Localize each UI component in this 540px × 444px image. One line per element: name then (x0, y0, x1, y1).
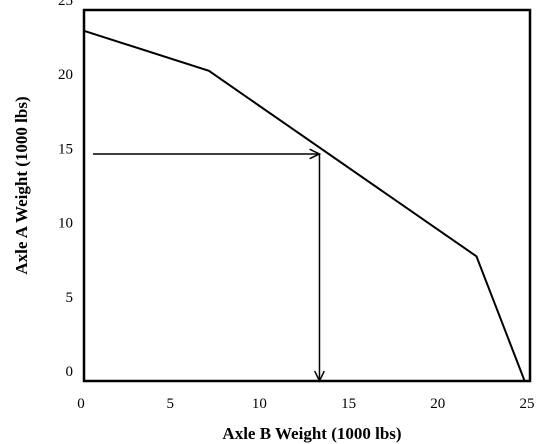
y-tick-label: 15 (58, 141, 73, 157)
series-line (83, 29, 526, 382)
y-tick-label: 5 (66, 290, 74, 306)
x-tick-label: 5 (166, 396, 174, 412)
x-tick-labels: 0 5 10 15 20 25 (77, 396, 534, 412)
x-axis-label: Axle B Weight (1000 lbs) (222, 424, 401, 443)
x-tick-label: 15 (341, 396, 356, 412)
y-tick-label: 0 (66, 364, 74, 380)
x-tick-label: 20 (430, 396, 445, 412)
x-tick-label: 25 (520, 396, 535, 412)
y-axis-label: Axle A Weight (1000 lbs) (12, 96, 31, 274)
x-tick-label: 10 (252, 396, 267, 412)
plot-frame (82, 8, 532, 383)
y-tick-labels: 0 5 10 15 20 25 (58, 0, 73, 380)
y-tick-label: 20 (58, 67, 73, 83)
annotation-arrows (92, 148, 325, 383)
x-tick-label: 0 (77, 396, 85, 412)
y-tick-label: 25 (58, 0, 73, 9)
y-tick-label: 10 (58, 216, 73, 232)
annotation-arrow-head (314, 370, 325, 383)
